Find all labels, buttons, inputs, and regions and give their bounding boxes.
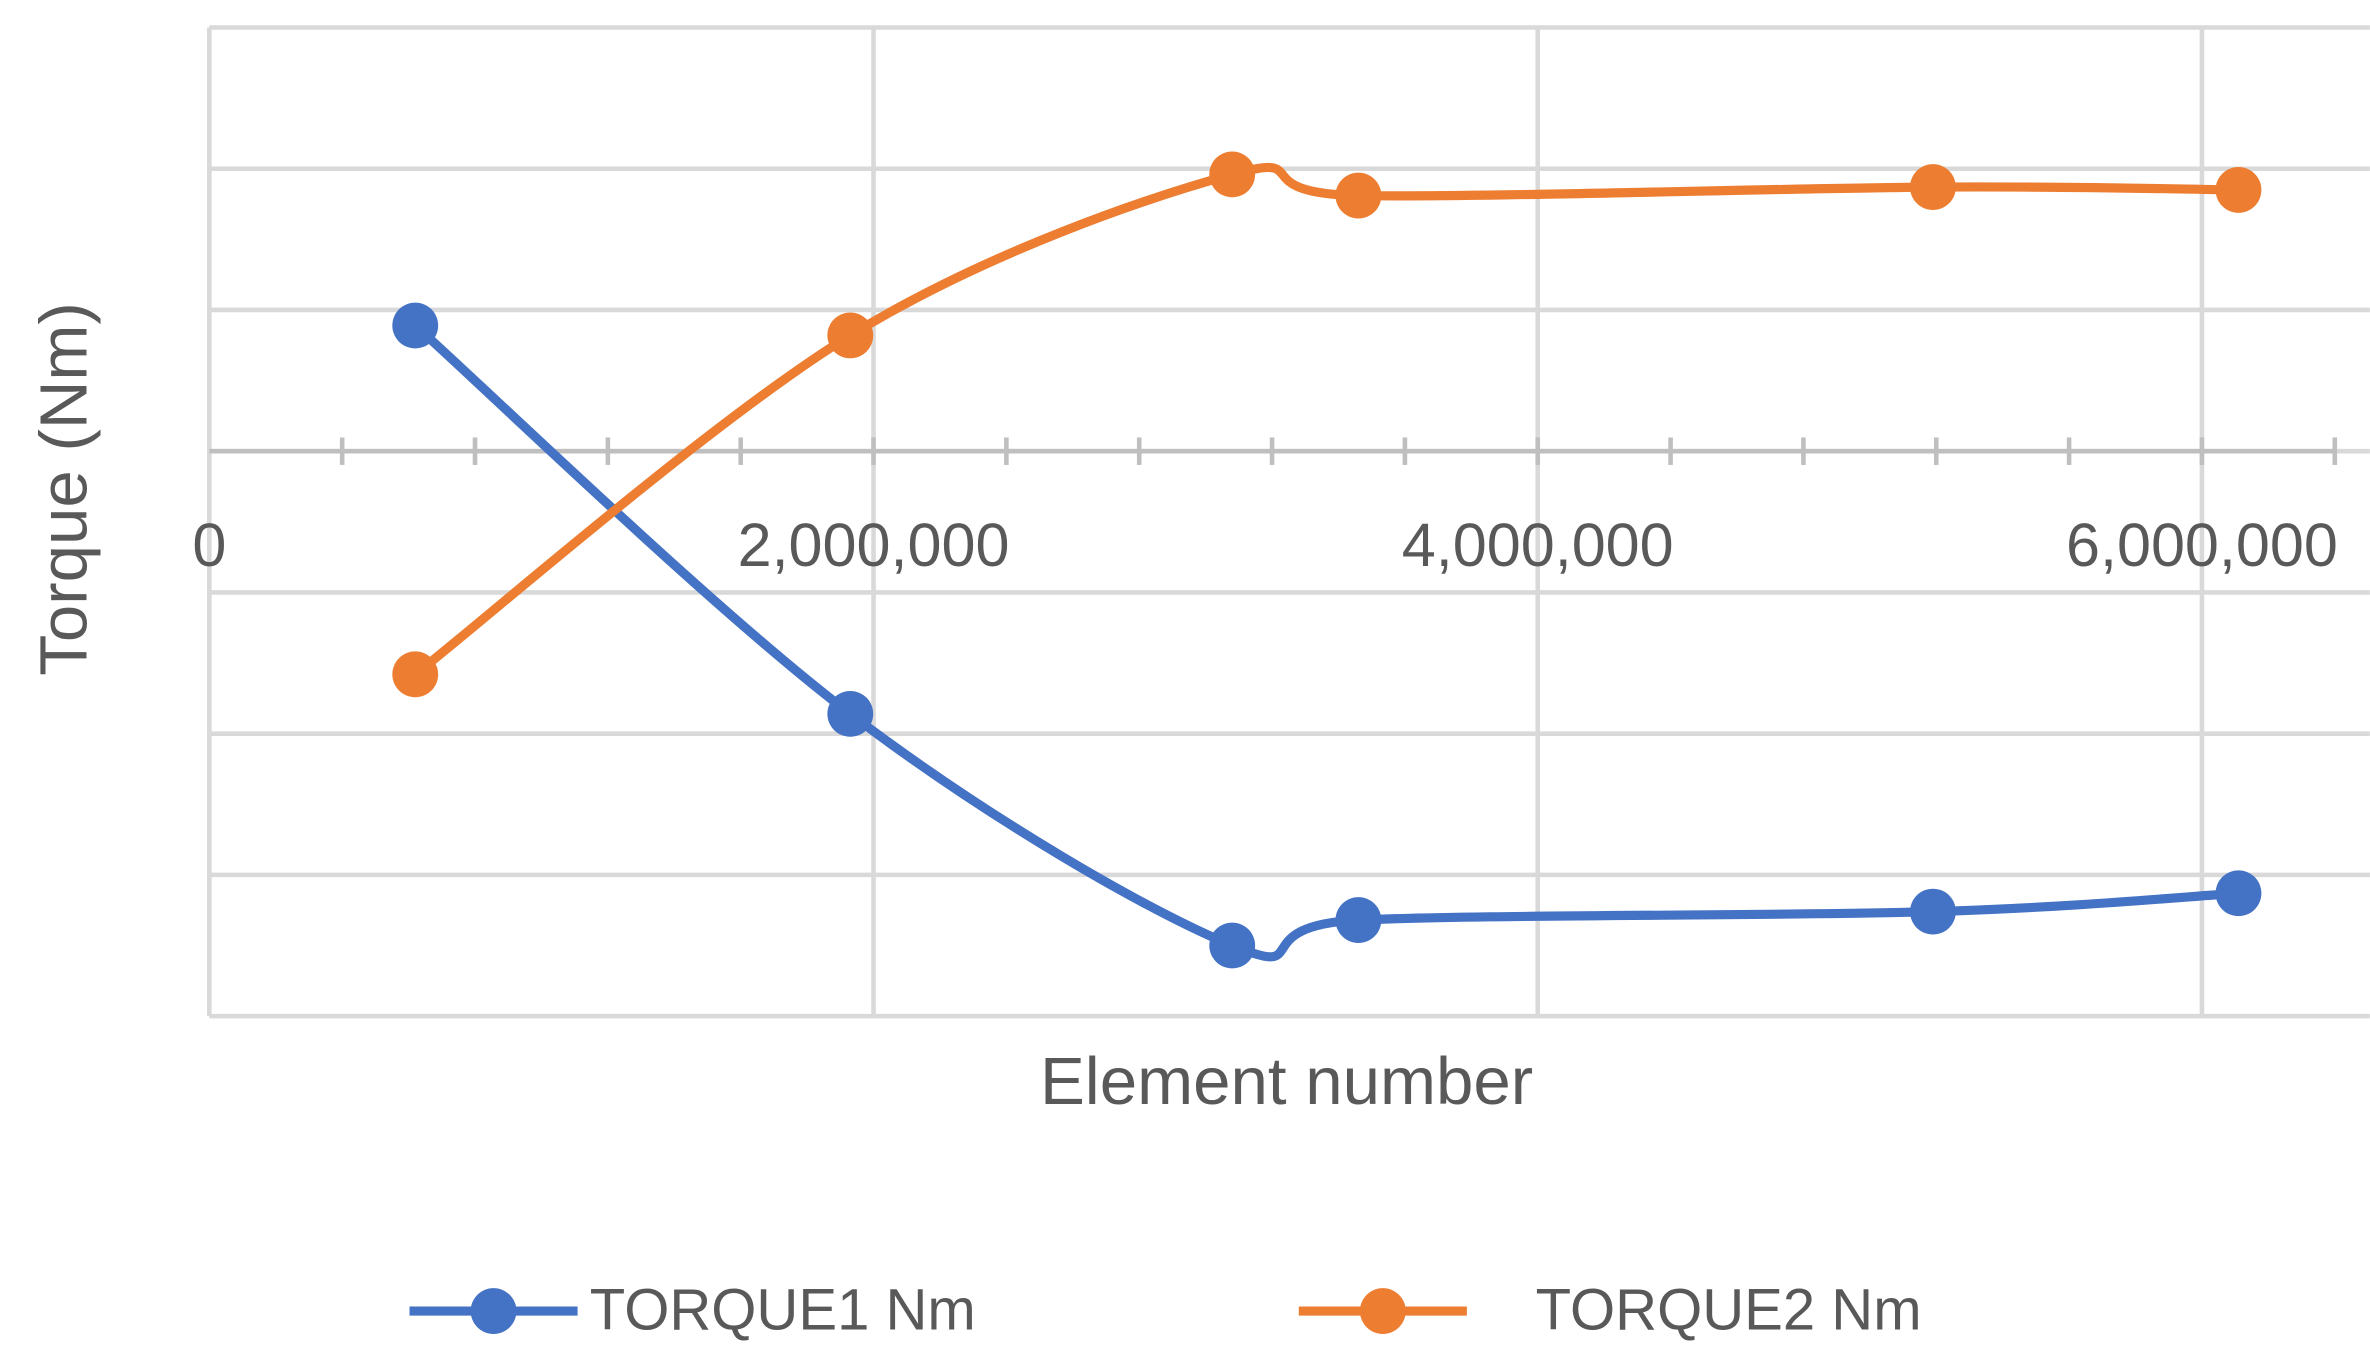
data-point xyxy=(2215,166,2262,213)
x-axis-title: Element number xyxy=(1040,1044,1533,1119)
x-tick-label: 0 xyxy=(192,511,226,579)
data-point xyxy=(827,690,874,737)
data-point xyxy=(1335,897,1382,944)
legend-label: TORQUE1 Nm xyxy=(590,1277,976,1342)
series-line xyxy=(412,322,2239,962)
data-point xyxy=(1209,922,1256,969)
x-tick-label: 6,000,000 xyxy=(2066,511,2338,579)
data-point xyxy=(1910,888,1956,935)
data-point xyxy=(1209,151,1256,198)
data-point xyxy=(827,312,874,359)
series-line xyxy=(412,162,2239,678)
x-tick-label: 2,000,000 xyxy=(738,511,1010,579)
legend-marker xyxy=(1359,1288,1406,1334)
y-axis-title: Torque (Nm) xyxy=(27,302,102,676)
data-point xyxy=(2215,870,2262,917)
x-tick-label: 4,000,000 xyxy=(1402,511,1674,579)
data-point xyxy=(1910,164,1956,211)
data-point xyxy=(392,651,439,698)
data-point xyxy=(392,302,439,349)
data-point xyxy=(1335,172,1382,219)
plot-area: Element number Torque (Nm) 0 2,000,000 4,0… xyxy=(27,25,2370,1342)
legend-marker xyxy=(470,1288,517,1334)
legend-label: TORQUE2 Nm xyxy=(1536,1277,1922,1342)
